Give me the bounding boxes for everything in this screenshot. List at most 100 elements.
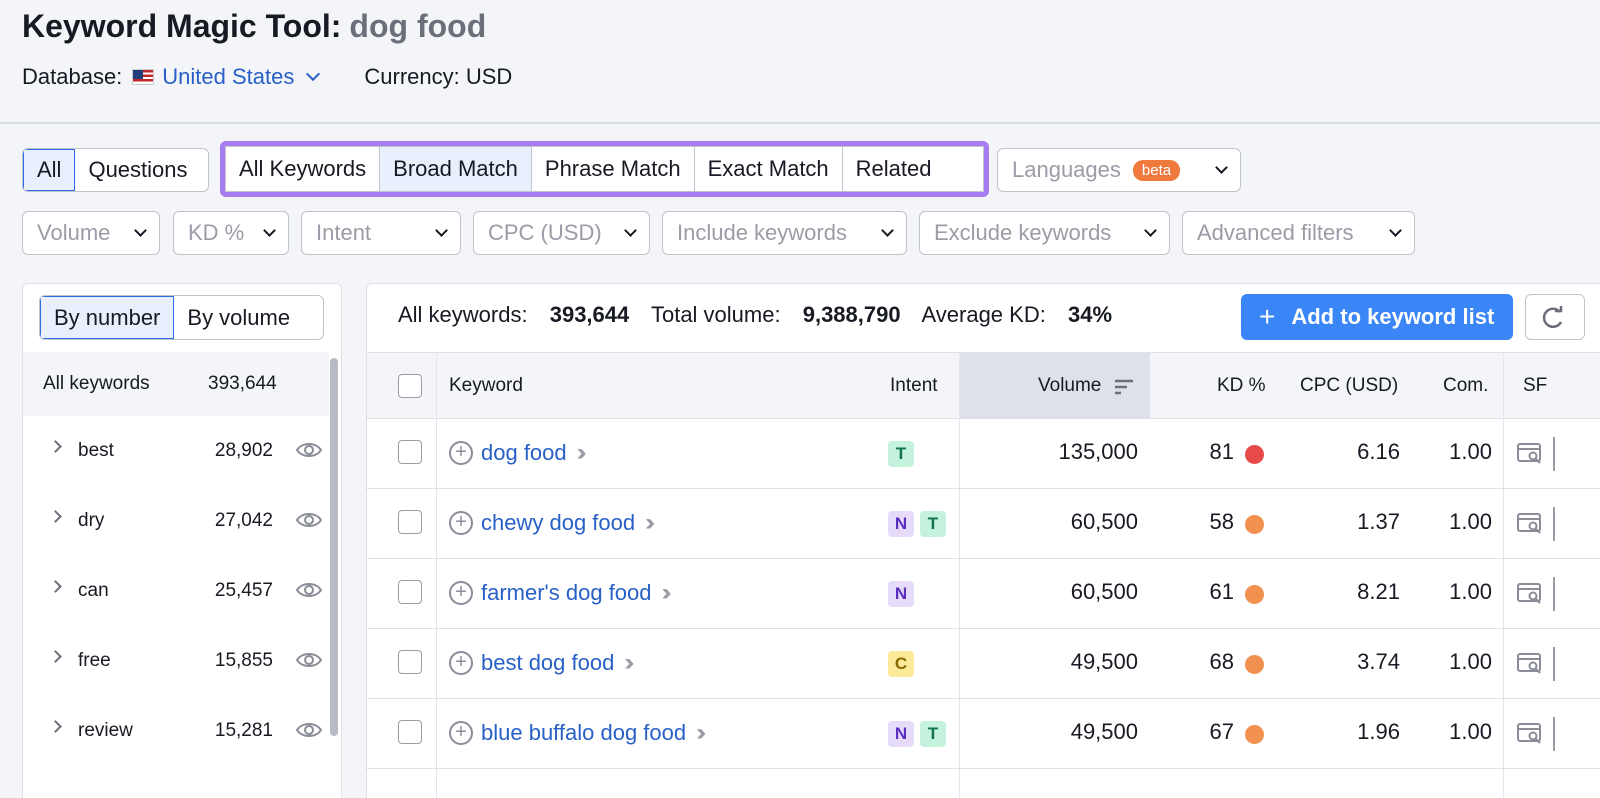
group-count: 28,902 (214, 440, 273, 461)
tab-broad-match[interactable]: Broad Match (380, 147, 532, 191)
database-row: Database: United States Currency: USD (22, 64, 512, 90)
chevron-right-icon[interactable] (49, 720, 62, 733)
database-selector[interactable]: United States (162, 64, 295, 89)
divider (1553, 717, 1555, 751)
row-checkbox[interactable] (398, 580, 422, 604)
eye-icon[interactable] (296, 440, 322, 460)
row-checkbox[interactable] (398, 720, 422, 744)
match-type-tabs: All Keywords Broad Match Phrase Match Ex… (225, 146, 984, 192)
column-com[interactable]: Com. (1443, 375, 1489, 396)
group-word: best (78, 440, 114, 461)
column-kd[interactable]: KD % (1217, 375, 1266, 396)
group-item[interactable]: can 25,457 (23, 556, 329, 626)
column-volume[interactable]: Volume (1038, 375, 1102, 396)
tab-related[interactable]: Related (855, 156, 932, 181)
column-keyword[interactable]: Keyword (449, 375, 523, 396)
double-chevron-icon[interactable]: ›› (624, 649, 634, 676)
keyword-link[interactable]: best dog food ›› (481, 649, 634, 677)
serp-features-icon[interactable] (1517, 723, 1543, 745)
refresh-button[interactable] (1525, 294, 1585, 340)
keyword-link[interactable]: blue buffalo dog food ›› (481, 719, 706, 747)
column-cpc[interactable]: CPC (USD) (1300, 375, 1399, 396)
chevron-down-icon (881, 223, 894, 237)
intent-filter[interactable]: Intent (301, 211, 461, 255)
eye-icon[interactable] (296, 720, 322, 740)
languages-dropdown[interactable]: Languages beta (997, 148, 1241, 192)
chevron-right-icon[interactable] (49, 580, 62, 593)
advanced-filters[interactable]: Advanced filters (1182, 211, 1415, 255)
keyword-link[interactable]: farmer's dog food ›› (481, 579, 672, 607)
group-item[interactable]: free 15,855 (23, 626, 329, 696)
double-chevron-icon[interactable]: ›› (645, 509, 655, 536)
intent-badge: T (920, 511, 946, 537)
row-checkbox[interactable] (398, 510, 422, 534)
sort-icon[interactable] (1114, 379, 1134, 395)
groups-panel: By number By volume All keywords 393,644… (22, 283, 342, 798)
kd-difficulty-dot (1245, 445, 1264, 464)
add-plus-icon[interactable]: + (449, 441, 473, 465)
serp-features-icon[interactable] (1517, 653, 1543, 675)
select-all-checkbox[interactable] (398, 374, 422, 398)
intent-badge: N (888, 581, 914, 607)
include-keywords-filter[interactable]: Include keywords (662, 211, 907, 255)
table-header: Keyword Intent Volume KD % CPC (USD) Com… (367, 352, 1600, 419)
com-cell: 1.00 (1449, 719, 1492, 744)
divider (1553, 577, 1555, 611)
beta-badge: beta (1132, 159, 1181, 181)
all-keywords-group[interactable]: All keywords 393,644 (23, 352, 329, 416)
average-kd-stat: Average KD: 34% (922, 302, 1113, 327)
com-cell: 1.00 (1449, 439, 1492, 464)
keyword-link[interactable]: dog food ›› (481, 439, 587, 467)
add-plus-icon[interactable]: + (449, 581, 473, 605)
tab-all[interactable]: All (23, 149, 76, 191)
serp-features-icon[interactable] (1517, 443, 1543, 465)
group-item[interactable]: review 15,281 (23, 696, 329, 766)
serp-features-icon[interactable] (1517, 513, 1543, 535)
double-chevron-icon[interactable]: ›› (661, 579, 672, 606)
intent-badge: N (888, 511, 914, 537)
seed-keyword: dog food (349, 8, 487, 44)
volume-filter[interactable]: Volume (22, 211, 160, 255)
tab-exact-match[interactable]: Exact Match (695, 147, 843, 191)
tab-phrase-match[interactable]: Phrase Match (532, 147, 695, 191)
column-sf[interactable]: SF (1523, 375, 1548, 396)
serp-features-icon[interactable] (1517, 583, 1543, 605)
kd-filter[interactable]: KD % (173, 211, 289, 255)
filter-label: CPC (USD) (488, 220, 602, 245)
add-to-keyword-list-button[interactable]: + Add to keyword list (1241, 294, 1513, 340)
chevron-down-icon (1144, 223, 1157, 237)
eye-icon[interactable] (296, 580, 322, 600)
tab-questions[interactable]: Questions (88, 157, 188, 182)
divider (1553, 507, 1555, 541)
group-item[interactable]: dry 27,042 (23, 486, 329, 556)
column-intent[interactable]: Intent (890, 375, 938, 396)
cpc-filter[interactable]: CPC (USD) (473, 211, 650, 255)
chevron-right-icon[interactable] (49, 650, 62, 663)
chevron-down-icon[interactable] (306, 66, 321, 82)
add-plus-icon[interactable]: + (449, 651, 473, 675)
kd-cell: 61 (1209, 579, 1234, 604)
by-volume-button[interactable]: By volume (187, 304, 291, 330)
kd-cell: 67 (1209, 719, 1234, 744)
keywords-table: All keywords: 393,644 Total volume: 9,38… (366, 283, 1600, 798)
groups-scrollbar[interactable] (330, 358, 338, 736)
intent-badge: N (888, 721, 914, 747)
by-number-button[interactable]: By number (40, 296, 175, 339)
double-chevron-icon[interactable]: ›› (576, 439, 587, 466)
chevron-right-icon[interactable] (49, 440, 62, 453)
tab-all-keywords[interactable]: All Keywords (226, 147, 381, 191)
add-plus-icon[interactable]: + (449, 721, 473, 745)
chevron-right-icon[interactable] (49, 510, 62, 523)
double-chevron-icon[interactable]: ›› (696, 719, 706, 746)
exclude-keywords-filter[interactable]: Exclude keywords (919, 211, 1170, 255)
cpc-cell: 3.74 (1357, 649, 1400, 674)
eye-icon[interactable] (296, 510, 322, 530)
divider (1553, 437, 1555, 471)
row-checkbox[interactable] (398, 440, 422, 464)
group-item[interactable]: best 28,902 (23, 416, 329, 486)
add-plus-icon[interactable]: + (449, 511, 473, 535)
row-checkbox[interactable] (398, 650, 422, 674)
column-divider (1503, 352, 1504, 798)
eye-icon[interactable] (296, 650, 322, 670)
keyword-link[interactable]: chewy dog food ›› (481, 509, 655, 537)
